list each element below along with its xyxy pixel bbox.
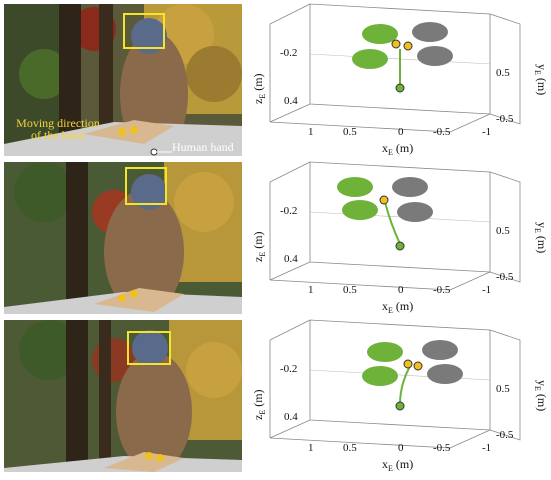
trajectory-plot-1: -0.2 0.4 1 0.5 0 -0.5 -1 0.5 -0.5 xE (m) …	[250, 3, 550, 157]
y-axis-label: yE(m)	[533, 64, 549, 95]
svg-text:-0.5: -0.5	[496, 429, 514, 441]
kestrel-photo-1	[4, 4, 242, 156]
y-tick-2: -0.5	[496, 113, 514, 125]
svg-text:1: 1	[308, 442, 314, 454]
plot-box	[269, 3, 521, 133]
z-tick-0: -0.2	[280, 47, 297, 59]
svg-text:1: 1	[308, 284, 314, 296]
z-tick-3: 0.4	[284, 95, 298, 107]
svg-text:0.5: 0.5	[343, 284, 357, 296]
svg-text:-0.2: -0.2	[280, 205, 297, 217]
svg-text:0.5: 0.5	[496, 225, 510, 237]
svg-text:0: 0	[398, 284, 404, 296]
x-tick-3: -0.5	[433, 126, 451, 138]
x-tick-2: 0	[398, 126, 404, 138]
tracking-box	[123, 13, 165, 49]
svg-text:0.5: 0.5	[343, 442, 357, 454]
human-hand-label: Human hand	[172, 140, 234, 154]
svg-text:0.4: 0.4	[284, 253, 298, 265]
x-tick-0: 1	[308, 126, 314, 138]
svg-text:xE(m): xE (m)	[382, 457, 413, 473]
svg-text:0.5: 0.5	[496, 383, 510, 395]
x-tick-1: 0.5	[343, 126, 357, 138]
svg-text:yE(m): yE(m)	[533, 222, 549, 253]
kestrel-photo-3	[4, 320, 242, 472]
y-tick-0: 0.5	[496, 67, 510, 79]
svg-text:-0.5: -0.5	[433, 442, 451, 454]
z-axis-label: zE(m)	[251, 73, 267, 104]
svg-text:yE(m): yE(m)	[533, 380, 549, 411]
svg-text:-1: -1	[482, 442, 491, 454]
svg-text:-0.5: -0.5	[496, 271, 514, 283]
svg-text:-0.2: -0.2	[280, 363, 297, 375]
trajectory-plot-2: -0.2 0.4 1 0.5 0 -0.5 -1 0.5 -0.5 xE (m) …	[250, 161, 550, 315]
svg-text:zE(m): zE(m)	[251, 389, 267, 420]
wings	[352, 22, 453, 93]
kestrel-photo-2	[4, 162, 242, 314]
svg-text:0.4: 0.4	[284, 411, 298, 423]
svg-text:-0.5: -0.5	[433, 284, 451, 296]
x-tick-4: -1	[482, 126, 491, 138]
x-axis-label: xE (m)	[382, 141, 413, 157]
trajectory-plot-3: -0.2 0.4 1 0.5 0 -0.5 -1 0.5 -0.5 xE (m) …	[250, 319, 550, 473]
svg-text:xE(m): xE (m)	[382, 299, 413, 315]
svg-text:zE(m): zE(m)	[251, 231, 267, 262]
moving-direction-label: Moving direction of the hand	[16, 116, 100, 142]
svg-text:0: 0	[398, 442, 404, 454]
svg-text:-1: -1	[482, 284, 491, 296]
